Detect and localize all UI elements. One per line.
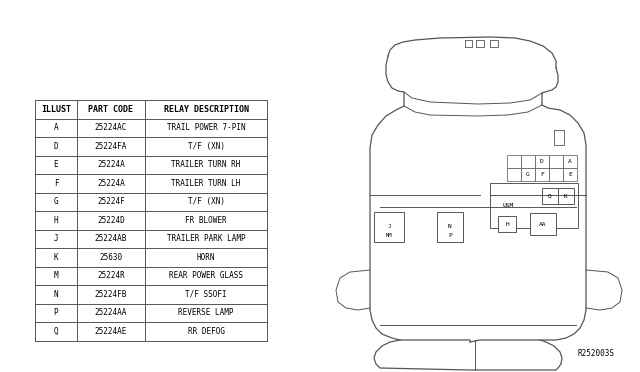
Text: T/F (XN): T/F (XN) <box>188 142 225 151</box>
Text: J: J <box>54 234 58 243</box>
Text: D: D <box>540 159 544 164</box>
Text: 25224A: 25224A <box>97 179 125 188</box>
Text: MM: MM <box>386 233 392 238</box>
Text: 25224D: 25224D <box>97 216 125 225</box>
Text: M: M <box>54 271 58 280</box>
Text: 25224F: 25224F <box>97 197 125 206</box>
Bar <box>563 168 577 181</box>
Text: H: H <box>54 216 58 225</box>
Bar <box>507 155 521 168</box>
Text: J: J <box>387 224 390 230</box>
Text: Q: Q <box>54 327 58 336</box>
Text: USM: USM <box>502 203 514 208</box>
Text: 25224AA: 25224AA <box>95 308 127 317</box>
Text: F: F <box>54 179 58 188</box>
Text: T/F (XN): T/F (XN) <box>188 197 225 206</box>
Text: G: G <box>526 172 530 177</box>
Bar <box>437 212 463 242</box>
Bar <box>563 155 577 168</box>
Text: E: E <box>54 160 58 169</box>
Bar <box>507 168 521 181</box>
Text: A: A <box>568 159 572 164</box>
Bar <box>498 216 516 232</box>
Text: G: G <box>54 197 58 206</box>
Bar <box>490 183 578 228</box>
Text: 25224FA: 25224FA <box>95 142 127 151</box>
Bar <box>374 212 404 242</box>
Bar <box>535 155 549 168</box>
Text: TRAILER TURN LH: TRAILER TURN LH <box>172 179 241 188</box>
Text: 25630: 25630 <box>99 253 123 262</box>
Text: REAR POWER GLASS: REAR POWER GLASS <box>169 271 243 280</box>
Text: T/F SSOFI: T/F SSOFI <box>185 290 227 299</box>
Text: A: A <box>54 123 58 132</box>
Bar <box>521 168 535 181</box>
Text: 25224FB: 25224FB <box>95 290 127 299</box>
Text: P: P <box>54 308 58 317</box>
Text: HORN: HORN <box>196 253 215 262</box>
Bar <box>549 155 563 168</box>
Text: H: H <box>505 221 509 227</box>
Bar <box>558 188 574 204</box>
Text: 25224AE: 25224AE <box>95 327 127 336</box>
Text: 25224R: 25224R <box>97 271 125 280</box>
Text: 25224A: 25224A <box>97 160 125 169</box>
Text: N: N <box>54 290 58 299</box>
Text: K: K <box>54 253 58 262</box>
Text: 25224AB: 25224AB <box>95 234 127 243</box>
Text: REVERSE LAMP: REVERSE LAMP <box>179 308 234 317</box>
Text: 25224AC: 25224AC <box>95 123 127 132</box>
Text: K: K <box>564 193 568 199</box>
Bar <box>521 155 535 168</box>
Text: P: P <box>448 233 452 238</box>
Bar <box>530 213 556 235</box>
Text: R252003S: R252003S <box>578 349 615 358</box>
Bar <box>549 168 563 181</box>
Text: AA: AA <box>540 221 547 227</box>
Text: TRAIL POWER 7-PIN: TRAIL POWER 7-PIN <box>166 123 245 132</box>
Text: D: D <box>54 142 58 151</box>
Text: ILLUST: ILLUST <box>41 105 71 114</box>
Text: RR DEFOG: RR DEFOG <box>188 327 225 336</box>
Text: F: F <box>540 172 544 177</box>
Text: FR BLOWER: FR BLOWER <box>185 216 227 225</box>
Bar <box>535 168 549 181</box>
Text: Q: Q <box>548 193 552 199</box>
Text: N: N <box>448 224 452 230</box>
Text: PART CODE: PART CODE <box>88 105 134 114</box>
Text: E: E <box>568 172 572 177</box>
Text: TRAILER PARK LAMP: TRAILER PARK LAMP <box>166 234 245 243</box>
Bar <box>542 188 558 204</box>
Text: RELAY DESCRIPTION: RELAY DESCRIPTION <box>163 105 248 114</box>
Text: TRAILER TURN RH: TRAILER TURN RH <box>172 160 241 169</box>
